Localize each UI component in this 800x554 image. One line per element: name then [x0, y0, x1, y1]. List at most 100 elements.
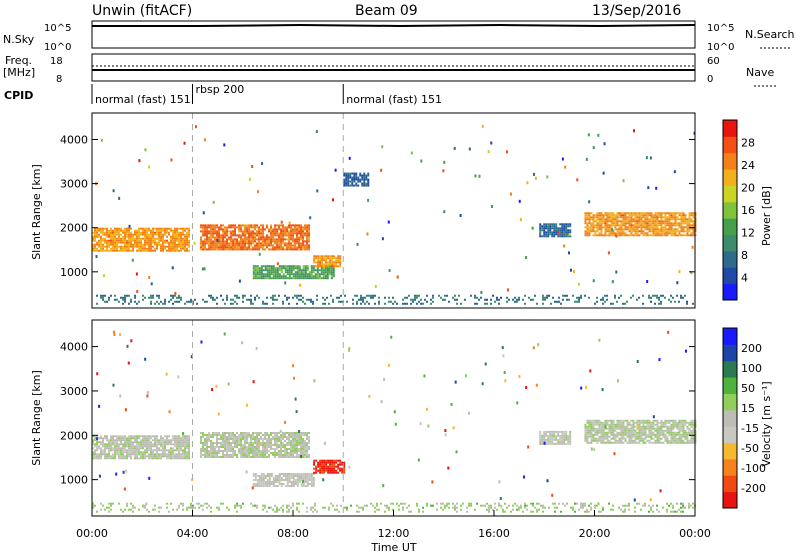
data-cell [266, 244, 269, 247]
data-cell [120, 249, 122, 252]
data-cell [357, 184, 360, 187]
data-cell [349, 176, 352, 179]
data-cell [176, 443, 178, 446]
data-cell [234, 441, 237, 444]
data-cell [612, 437, 615, 440]
data-cell [188, 245, 190, 248]
data-cell [539, 235, 542, 238]
data-cell [226, 294, 228, 297]
data-cell [286, 443, 289, 446]
data-cell [327, 471, 330, 474]
data-cell [246, 246, 249, 249]
data-cell [304, 478, 307, 481]
data-cell [148, 227, 150, 230]
data-cell [178, 443, 180, 446]
data-cell [146, 437, 148, 440]
data-cell [308, 248, 311, 251]
data-cell [626, 222, 629, 225]
data-cell [664, 296, 666, 299]
data-cell [636, 230, 639, 233]
data-cell [116, 249, 118, 252]
data-cell [206, 435, 209, 438]
data-cell [339, 459, 342, 462]
data-cell [559, 438, 562, 441]
data-cell [652, 222, 655, 225]
data-cell [690, 429, 693, 432]
data-cell [176, 445, 178, 448]
data-cell [210, 242, 213, 245]
data-cell [278, 294, 280, 297]
data-cell [166, 441, 168, 444]
cpid-segment-label: normal (fast) 151 [95, 93, 191, 106]
data-cell [368, 294, 370, 297]
data-cell [94, 247, 96, 250]
data-cell [569, 268, 572, 272]
data-cell [254, 439, 257, 442]
data-cell [610, 222, 613, 225]
data-cell [108, 243, 110, 246]
data-cell [110, 441, 112, 444]
data-cell [110, 231, 112, 234]
data-cell [298, 478, 301, 481]
data-cell [216, 455, 219, 458]
data-cell [274, 431, 277, 434]
data-cell [670, 214, 673, 217]
data-cell [100, 447, 102, 450]
data-cell [218, 451, 221, 454]
data-cell [330, 273, 333, 276]
data-cell [563, 434, 566, 437]
data-cell [590, 224, 593, 227]
data-cell [598, 226, 601, 229]
data-cell [686, 226, 689, 229]
data-cell [284, 265, 287, 268]
data-cell [158, 510, 160, 513]
data-cell [170, 241, 172, 244]
data-cell [606, 220, 609, 223]
data-cell [144, 441, 146, 444]
data-cell [324, 275, 327, 278]
data-cell [640, 214, 643, 217]
data-cell [686, 234, 689, 237]
data-cell [195, 125, 198, 129]
data-cell [650, 218, 653, 221]
data-cell [620, 421, 623, 424]
data-cell [620, 234, 623, 237]
data-cell [208, 232, 211, 235]
data-cell [658, 224, 661, 227]
data-cell [306, 476, 309, 479]
data-cell [607, 251, 610, 255]
data-cell [270, 265, 273, 268]
data-cell [278, 269, 281, 272]
data-cell [258, 242, 261, 245]
data-cell [590, 218, 593, 221]
data-cell [306, 248, 309, 251]
data-cell [682, 216, 685, 219]
data-cell [626, 220, 629, 223]
data-cell [98, 235, 100, 238]
data-cell [628, 224, 631, 227]
data-cell [290, 244, 293, 247]
data-cell [270, 269, 273, 272]
data-cell [622, 220, 625, 223]
data-cell [244, 453, 247, 456]
data-cell [337, 259, 340, 262]
data-cell [204, 238, 207, 241]
data-cell [300, 236, 303, 239]
data-cell [332, 275, 335, 278]
data-cell [130, 457, 132, 460]
data-cell [655, 186, 658, 190]
data-cell [274, 435, 277, 438]
data-cell [166, 435, 168, 438]
data-cell [563, 235, 566, 238]
data-cell [608, 427, 611, 430]
data-cell [120, 239, 122, 242]
data-cell [116, 245, 118, 248]
data-cell [329, 461, 332, 464]
data-cell [118, 439, 120, 442]
data-cell [692, 427, 695, 430]
data-cell [646, 439, 649, 442]
data-cell [288, 242, 291, 245]
data-cell [200, 242, 203, 245]
data-cell [306, 484, 309, 487]
data-cell [122, 235, 124, 238]
